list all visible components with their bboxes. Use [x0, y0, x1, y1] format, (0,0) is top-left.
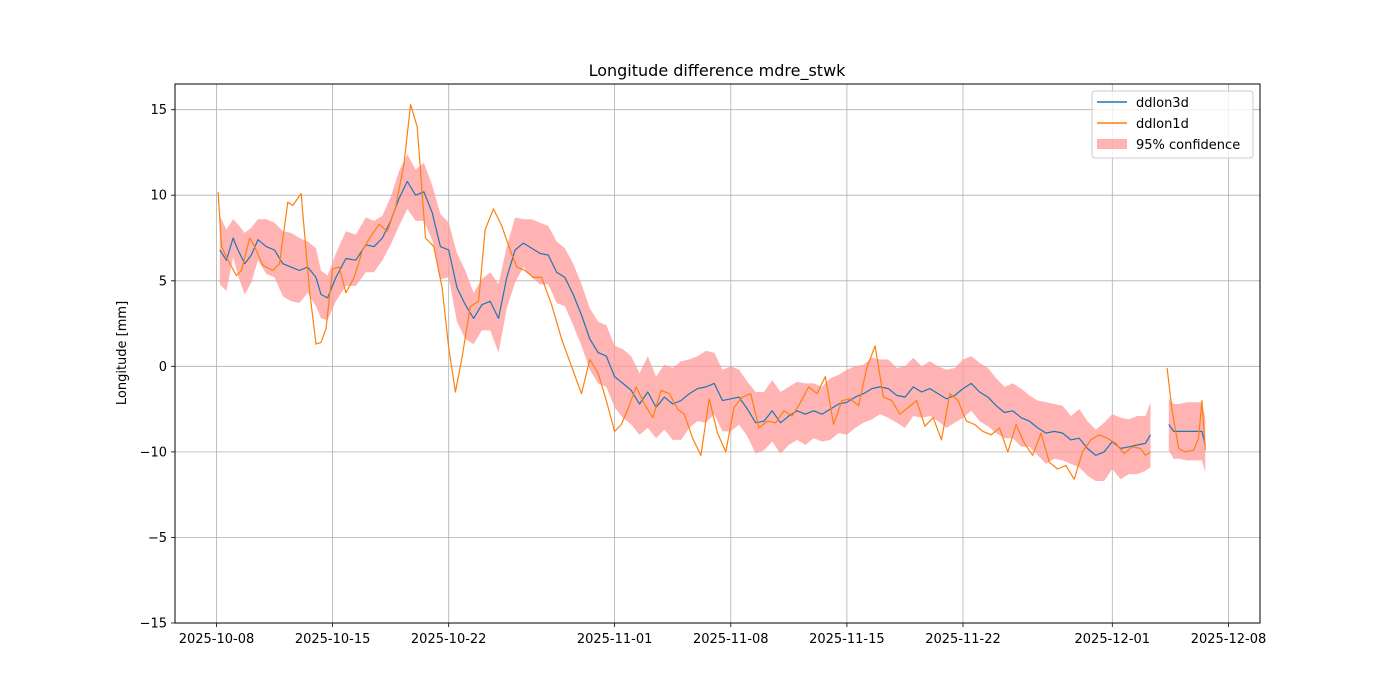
x-tick-label: 2025-11-01: [577, 632, 653, 647]
legend-label-ddlon1d: ddlon1d: [1136, 117, 1189, 132]
confidence-band: [219, 154, 1206, 481]
x-tick-label: 2025-10-15: [295, 632, 371, 647]
grid: [175, 84, 1260, 624]
legend-label-confidence: 95% confidence: [1136, 138, 1240, 153]
y-tick-label: −10: [140, 445, 167, 460]
y-tick-label: 0: [159, 360, 167, 375]
y-tick-label: 15: [150, 103, 167, 118]
y-tick-label: 10: [150, 189, 167, 204]
plot-frame: [174, 83, 1261, 624]
confidence-band-area: [1168, 398, 1206, 473]
confidence-band-area: [219, 154, 1151, 481]
x-tick-label: 2025-11-15: [809, 632, 885, 647]
y-tick-label: −15: [140, 617, 167, 632]
y-tick-label: −5: [148, 531, 167, 546]
x-tick-label: 2025-12-08: [1191, 632, 1267, 647]
series-line-ddlon1d: [1166, 367, 1206, 453]
legend: ddlon3d ddlon1d 95% confidence: [1091, 90, 1254, 159]
y-tick-label: 5: [159, 274, 167, 289]
x-tick-label: 2025-10-22: [411, 632, 487, 647]
legend-label-ddlon3d: ddlon3d: [1136, 96, 1189, 111]
series-lines: [217, 103, 1206, 480]
y-axis: 15 10 5 0 −10 −5 −15: [140, 103, 175, 632]
x-tick-label: 2025-12-01: [1075, 632, 1151, 647]
x-tick-label: 2025-11-22: [925, 632, 1001, 647]
series-line-ddlon3d: [1168, 424, 1206, 446]
legend-box: [1091, 90, 1254, 159]
x-axis: 2025-10-08 2025-10-15 2025-10-22 2025-11-01…: [179, 623, 1267, 647]
y-axis-label: Longitude [mm]: [115, 301, 130, 405]
chart-title: Longitude difference mdre_stwk: [589, 61, 847, 81]
legend-swatch-confidence: [1097, 139, 1127, 149]
x-tick-label: 2025-10-08: [179, 632, 255, 647]
x-tick-label: 2025-11-08: [693, 632, 769, 647]
series-line-ddlon1d: [217, 103, 1151, 480]
